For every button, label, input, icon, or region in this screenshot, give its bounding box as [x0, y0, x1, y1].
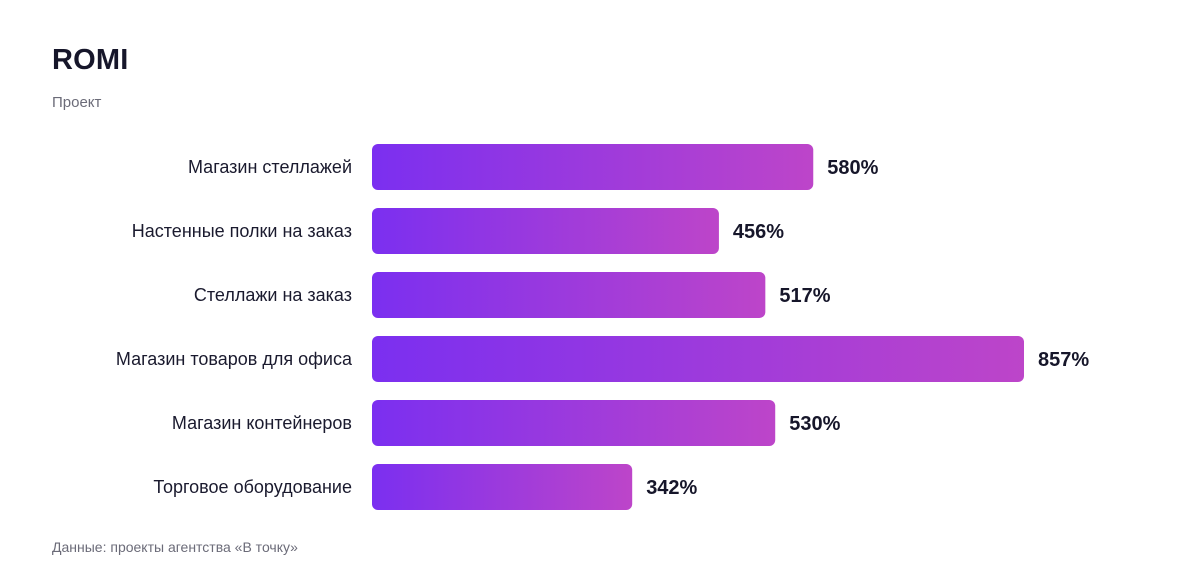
category-label: Настенные полки на заказ	[132, 221, 352, 241]
value-label: 342%	[646, 477, 697, 499]
category-label: Стеллажи на заказ	[194, 285, 352, 305]
bar	[372, 208, 719, 254]
value-label: 517%	[779, 285, 830, 307]
value-label: 456%	[733, 221, 784, 243]
category-label: Магазин стеллажей	[188, 157, 352, 177]
data-source-note: Данные: проекты агентства «В точку»	[52, 539, 298, 555]
chart-title: ROMI	[52, 44, 129, 76]
chart-subtitle: Проект	[52, 94, 102, 111]
category-label: Магазин товаров для офиса	[116, 349, 353, 369]
bar	[372, 272, 766, 318]
bar	[372, 144, 814, 190]
value-label: 580%	[827, 157, 878, 179]
category-label: Торговое оборудование	[153, 477, 352, 497]
bar	[372, 464, 633, 510]
category-label: Магазин контейнеров	[172, 413, 352, 433]
value-label: 857%	[1038, 349, 1089, 371]
bar	[372, 336, 1024, 382]
value-label: 530%	[789, 413, 840, 435]
bar	[372, 400, 776, 446]
